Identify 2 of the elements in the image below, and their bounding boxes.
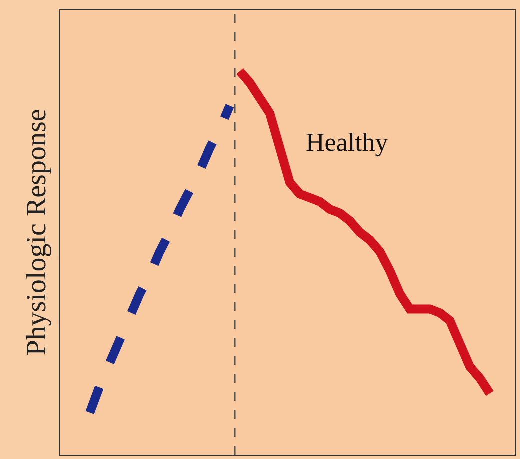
- annotation: Healthy: [306, 128, 388, 157]
- y-axis-title: Physiologic Response: [22, 109, 53, 356]
